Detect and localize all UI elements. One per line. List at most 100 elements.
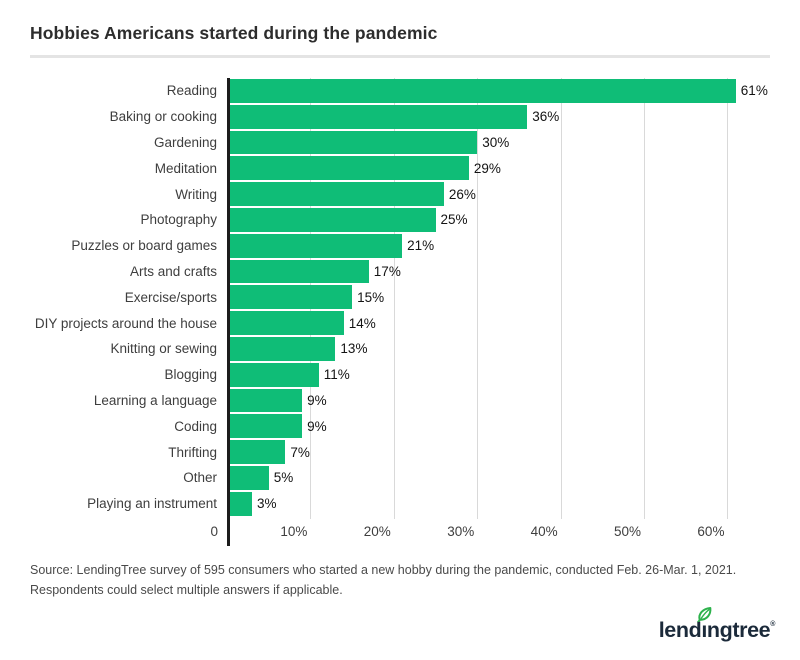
bar-value-label: 14% <box>348 315 376 331</box>
bar-row: Knitting or sewing 13% <box>30 336 765 362</box>
bar-track: 26% <box>227 181 765 207</box>
bar <box>227 440 286 464</box>
gridline-50 <box>644 78 646 519</box>
x-tick-label-10: 10% <box>280 523 308 539</box>
bar <box>227 233 403 258</box>
bar-track: 14% <box>227 310 765 336</box>
bar-track: 9% <box>227 388 765 414</box>
bar-value-label: 36% <box>532 109 560 125</box>
bar-track: 7% <box>227 439 765 465</box>
bar-value-label: 21% <box>407 238 435 254</box>
bar <box>227 362 319 387</box>
logo-text-after-i: ngtree <box>706 618 771 643</box>
bar-row: Photography 25% <box>30 207 765 233</box>
bar-value-label: 3% <box>257 496 277 512</box>
bar-row: Coding 9% <box>30 413 765 439</box>
bar-rows: Reading 61% Baking or cooking 36% Gardening 3… <box>30 78 768 517</box>
gridline-30 <box>477 78 479 519</box>
bar-value-label: 25% <box>440 212 468 228</box>
bar-chart: Reading 61% Baking or cooking 36% Gardening 3… <box>30 78 768 546</box>
bar-track: 36% <box>227 104 765 130</box>
registered-mark: ® <box>770 621 775 629</box>
category-label: Exercise/sports <box>124 289 217 305</box>
category-label: Reading <box>166 83 217 99</box>
source-line-2: Respondents could select multiple answer… <box>30 582 343 597</box>
bar-track: 15% <box>227 284 765 310</box>
gridline-40 <box>560 78 562 519</box>
bar-value-label: 13% <box>340 341 368 357</box>
bar-row: Playing an instrument 3% <box>30 491 765 517</box>
bar-row: Meditation 29% <box>30 155 765 181</box>
bar-value-label: 26% <box>448 186 476 202</box>
gridline-20 <box>393 78 395 519</box>
x-tick-label-0: 0 <box>210 523 218 539</box>
category-label: Other <box>183 470 217 486</box>
bar-track: 5% <box>227 465 765 491</box>
logo-text-before-i: lend <box>658 618 702 643</box>
bar-value-label: 17% <box>373 263 401 279</box>
x-tick-label-30: 30% <box>447 523 475 539</box>
category-label: Learning a language <box>93 392 217 408</box>
gridline-60 <box>727 78 729 519</box>
bar <box>227 414 303 439</box>
x-tick-label-40: 40% <box>530 523 558 539</box>
x-tick-label-20: 20% <box>363 523 391 539</box>
chart-title: Hobbies Americans started during the pan… <box>30 23 438 43</box>
bar-track: 13% <box>227 336 765 362</box>
bar <box>227 78 736 103</box>
bar-value-label: 29% <box>473 160 501 176</box>
bar <box>227 130 478 155</box>
y-axis-line <box>227 78 230 546</box>
bar-track: 30% <box>227 130 765 156</box>
bar-row: Blogging 11% <box>30 362 765 388</box>
bar-value-label: 7% <box>290 444 310 460</box>
footer: lend ıngtree® <box>0 606 775 642</box>
bar-value-label: 61% <box>740 83 768 99</box>
bar-row: Other 5% <box>30 465 765 491</box>
x-tick-label-50: 50% <box>614 523 642 539</box>
bar <box>227 207 436 232</box>
bar-row: Baking or cooking 36% <box>30 104 765 130</box>
category-label: Thrifting <box>168 444 217 460</box>
source-line-1: Source: LendingTree survey of 595 consum… <box>30 562 737 577</box>
infographic-page: Hobbies Americans started during the pan… <box>0 23 800 660</box>
source-note: Source: LendingTree survey of 595 consum… <box>30 560 770 601</box>
bar <box>227 156 469 181</box>
logo-i-with-leaf: ı <box>697 607 712 642</box>
bar <box>227 285 353 310</box>
bar <box>227 388 303 413</box>
x-tick-label-60: 60% <box>697 523 725 539</box>
bar-track: 17% <box>227 259 765 285</box>
category-label: Blogging <box>164 367 217 383</box>
bar-value-label: 15% <box>357 289 385 305</box>
bar <box>227 104 528 129</box>
bar-track: 21% <box>227 233 765 259</box>
leaf-icon <box>697 607 712 623</box>
bar-row: Exercise/sports 15% <box>30 284 765 310</box>
category-label: Gardening <box>153 134 217 150</box>
bar <box>227 336 336 361</box>
bar-track: 29% <box>227 155 765 181</box>
bar-row: DIY projects around the house 14% <box>30 310 765 336</box>
bar <box>227 491 253 516</box>
category-label: Arts and crafts <box>129 263 217 279</box>
bar-row: Writing 26% <box>30 181 765 207</box>
bar-row: Puzzles or board games 21% <box>30 233 765 259</box>
bar-track: 25% <box>227 207 765 233</box>
lendingtree-logo: lend ıngtree® <box>659 606 775 642</box>
bar-track: 9% <box>227 413 765 439</box>
bar-track: 61% <box>227 78 768 104</box>
bar <box>227 311 344 336</box>
bar-value-label: 9% <box>307 418 327 434</box>
category-label: Knitting or sewing <box>110 341 217 357</box>
bar-value-label: 30% <box>482 134 510 150</box>
category-label: Writing <box>175 186 217 202</box>
bar-track: 11% <box>227 362 765 388</box>
bar-value-label: 11% <box>323 367 350 383</box>
category-label: Playing an instrument <box>87 496 217 512</box>
bar <box>227 259 369 284</box>
title-divider <box>30 55 770 58</box>
bar-row: Thrifting 7% <box>30 439 765 465</box>
category-label: Puzzles or board games <box>71 238 217 254</box>
category-label: Baking or cooking <box>109 109 217 125</box>
